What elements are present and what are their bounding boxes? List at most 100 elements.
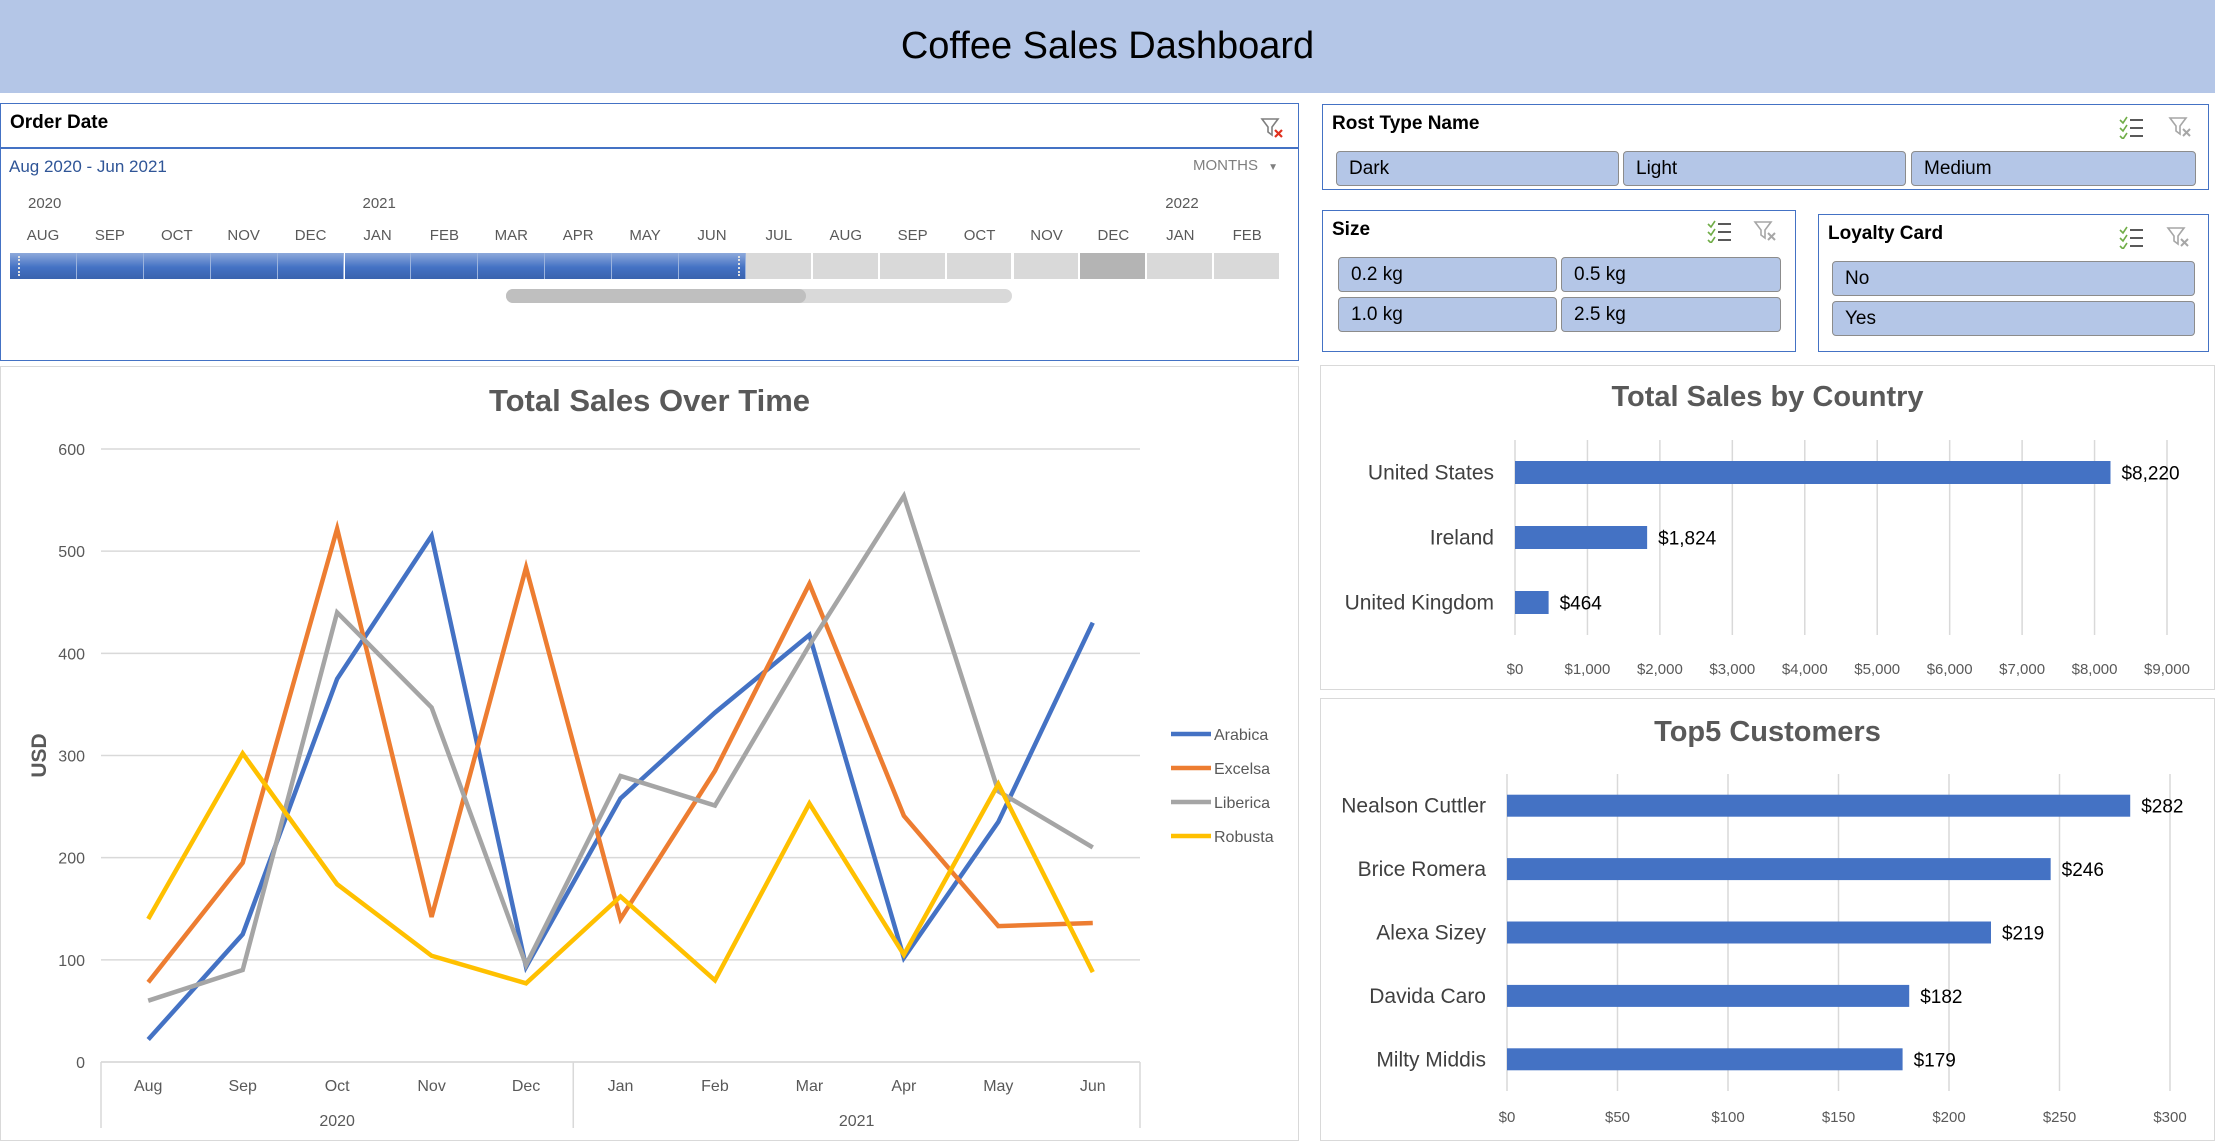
timeline-month-label: MAR (494, 227, 528, 244)
category-label: Brice Romera (1358, 858, 1487, 881)
x-tick-label: $5,000 (1854, 661, 1900, 678)
x-tick-label: Aug (134, 1078, 162, 1095)
x-tick-label: May (983, 1078, 1013, 1095)
category-label: United States (1368, 462, 1494, 485)
dashboard-header: Coffee Sales Dashboard (0, 0, 2215, 93)
x-tick-label: Jun (1080, 1078, 1106, 1095)
timeline-cell[interactable] (1214, 253, 1282, 279)
x-tick-label: Dec (512, 1078, 540, 1095)
timeline-month-label: AUG (829, 227, 863, 244)
timeline-level-dropdown[interactable]: MONTHS ▼ (1193, 157, 1278, 174)
timeline-selected-cell[interactable] (76, 253, 144, 279)
timeline-selected-cell[interactable] (679, 253, 746, 279)
roast-light-button[interactable]: Light (1623, 151, 1906, 186)
clear-filter-icon[interactable] (1753, 219, 1779, 243)
timeline-month-label: FEB (429, 227, 459, 244)
timeline-month-label: JUN (697, 227, 727, 244)
timeline-cell[interactable] (946, 253, 1014, 279)
timeline-month-label: DEC (1097, 227, 1130, 244)
x-tick-label: $8,000 (2072, 661, 2118, 678)
data-label: $219 (2002, 924, 2044, 945)
size-05kg-button[interactable]: 0.5 kg (1561, 257, 1781, 292)
bar (1507, 794, 2131, 817)
timeline-selected-cell[interactable] (478, 253, 546, 279)
sales-over-time-chart: Total Sales Over Time (0, 366, 1299, 1141)
multi-select-icon[interactable] (2118, 225, 2144, 249)
bar (1507, 984, 1910, 1007)
y-tick-label: 300 (58, 749, 85, 766)
timeline-month-label: AUG (26, 227, 60, 244)
timeline-month-label: JAN (363, 227, 392, 244)
x-tick-label: Oct (325, 1078, 350, 1095)
data-label: $246 (2062, 860, 2104, 881)
multi-select-icon[interactable] (2118, 115, 2144, 139)
size-25kg-button[interactable]: 2.5 kg (1561, 297, 1781, 332)
y-tick-label: 0 (76, 1055, 85, 1072)
chevron-down-icon: ▼ (1268, 162, 1279, 173)
timeline-cell[interactable] (812, 253, 880, 279)
timeline-month-label: SEP (94, 227, 125, 244)
timeline-selected-cell[interactable] (277, 253, 345, 279)
x-tick-label: $50 (1605, 1109, 1630, 1126)
timeline-month-label: MAY (629, 227, 661, 244)
timeline-level-label: MONTHS (1193, 157, 1258, 174)
category-label: Milty Middis (1376, 1048, 1486, 1071)
x-tick-label: $9,000 (2144, 661, 2190, 678)
timeline-cell[interactable] (1147, 253, 1215, 279)
timeline-cell[interactable] (879, 253, 947, 279)
data-label: $8,220 (2121, 464, 2179, 485)
clear-filter-icon[interactable] (2168, 115, 2194, 139)
timeline-cell[interactable] (1013, 253, 1081, 279)
x-tick-label: Mar (796, 1078, 824, 1095)
series-line-liberica (147, 490, 1094, 1003)
y-tick-label: 100 (58, 953, 85, 970)
timeline-selected-cell[interactable] (10, 253, 77, 279)
roast-medium-button[interactable]: Medium (1911, 151, 2196, 186)
timeline-cell[interactable] (745, 253, 813, 279)
line-chart-title: Total Sales Over Time (488, 383, 811, 418)
order-date-timeline[interactable]: Order Date (0, 103, 1299, 361)
timeline-scroll-thumb[interactable] (506, 289, 806, 303)
x-tick-label: $7,000 (1999, 661, 2045, 678)
timeline-cell[interactable] (1080, 253, 1148, 279)
x-tick-label: $300 (2153, 1109, 2186, 1126)
timeline-selected-cell[interactable] (612, 253, 679, 279)
legend-label: Arabica (1214, 727, 1268, 744)
legend-label: Robusta (1214, 829, 1274, 846)
customers-chart-title: Top5 Customers (1654, 716, 1881, 748)
timeline-month-label: SEP (897, 227, 928, 244)
clear-filter-icon[interactable] (2166, 225, 2192, 249)
data-label: $282 (2141, 797, 2183, 818)
size-02kg-button[interactable]: 0.2 kg (1338, 257, 1557, 292)
category-label: Alexa Sizey (1376, 922, 1486, 945)
timeline-selected-cell[interactable] (344, 253, 412, 279)
timeline-selected-cell[interactable] (411, 253, 479, 279)
y-tick-label: 600 (58, 442, 85, 459)
x-tick-label: $200 (1932, 1109, 1965, 1126)
size-slicer-title: Size (1332, 219, 1371, 240)
data-label: $182 (1920, 987, 1962, 1008)
x-tick-label: Jan (608, 1078, 634, 1095)
bar (1507, 921, 1991, 944)
x-tick-label: $2,000 (1637, 661, 1683, 678)
timeline-scrollbar[interactable] (506, 289, 1012, 303)
x-tick-label: Nov (417, 1078, 445, 1095)
timeline-selected-cell[interactable] (545, 253, 613, 279)
timeline-selected-cell[interactable] (143, 253, 211, 279)
timeline-title: Order Date (10, 112, 109, 133)
bar (1507, 1048, 1903, 1071)
roast-dark-button[interactable]: Dark (1336, 151, 1619, 186)
line-chart-plot: 0 100 200 300 400 500 600 USD 2020 2021 Aug Sep Oct N… (28, 442, 1274, 1130)
timeline-left-handle[interactable] (18, 256, 23, 276)
loyalty-yes-button[interactable]: Yes (1832, 301, 2195, 336)
size-10kg-button[interactable]: 1.0 kg (1338, 297, 1557, 332)
country-chart-title: Total Sales by Country (1611, 381, 1924, 413)
loyalty-no-button[interactable]: No (1832, 261, 2195, 296)
y-tick-label: 400 (58, 646, 85, 663)
timeline-selected-cell[interactable] (210, 253, 278, 279)
timeline-right-handle[interactable] (737, 256, 743, 276)
timeline-divider (1, 147, 1298, 149)
data-label: $179 (1914, 1050, 1956, 1071)
multi-select-icon[interactable] (1706, 219, 1732, 243)
clear-filter-icon[interactable] (1260, 116, 1286, 140)
